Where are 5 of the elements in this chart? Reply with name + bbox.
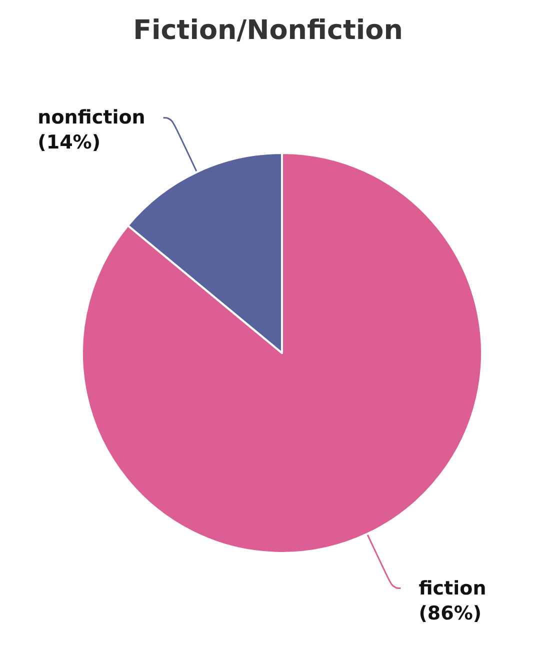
slice-label: nonfiction [38,106,146,129]
data-label: (14%) [38,132,101,154]
slice-label: fiction [418,577,486,600]
chart-title: Fiction/Nonfiction [133,15,403,46]
data-label: (86%) [418,602,482,624]
